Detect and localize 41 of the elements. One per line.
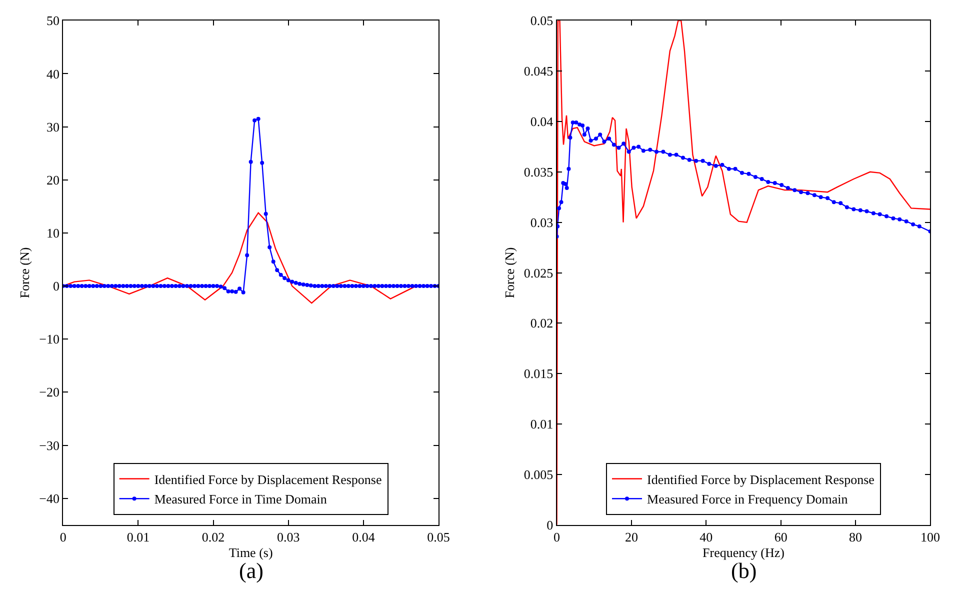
y-tick-label: −20 (39, 384, 60, 400)
x-tick-label: 0.01 (126, 529, 150, 544)
y-tick-label: 0.04 (530, 114, 554, 130)
y-tick-label: 0 (546, 517, 554, 532)
y-tick-label: 20 (46, 172, 60, 188)
x-tick-label: 0.05 (427, 529, 450, 544)
x-tick-label: 40 (700, 529, 713, 544)
x-tick-label: 0.02 (202, 529, 225, 544)
x-tick-label: 60 (774, 529, 788, 544)
y-tick-label: 0.03 (530, 214, 554, 230)
legend-label: Measured Force in Time Domain (154, 492, 328, 507)
y-tick-label: 10 (46, 226, 60, 241)
y-axis-title: Force (N) (502, 247, 517, 298)
text: (a) (239, 558, 264, 583)
y-tick-label: 0.005 (524, 467, 554, 482)
x-tick-label: 20 (624, 529, 638, 544)
legend-label: Identified Force by Displacement Response (647, 472, 875, 487)
y-tick-label: 0.035 (524, 164, 554, 180)
x-axis-title: Time (s) (228, 545, 273, 560)
y-tick-label: 30 (46, 119, 60, 134)
y-tick-label: 0.025 (524, 265, 554, 280)
y-tick-label: 50 (46, 13, 60, 28)
x-tick-label: 0.04 (352, 529, 376, 544)
legend-label: Measured Force in Frequency Domain (647, 492, 848, 507)
x-axis-title: Frequency (Hz) (702, 545, 784, 560)
x-tick-label: 80 (849, 529, 862, 544)
x-tick-label: 0.03 (276, 529, 300, 544)
x-tick-label: 100 (920, 529, 940, 544)
y-tick-label: 0.02 (530, 316, 554, 331)
y-tick-label: 0.05 (530, 13, 554, 28)
y-tick-label: 0.015 (524, 366, 554, 382)
y-axis-title: Force (N) (17, 247, 32, 298)
y-tick-label: 0.045 (524, 64, 554, 79)
y-tick-label: 0 (53, 278, 60, 294)
line-series (556, 20, 930, 525)
legend-label: Identified Force by Displacement Response (154, 472, 382, 487)
y-tick-label: −10 (39, 332, 60, 347)
y-tick-label: 0.01 (530, 416, 554, 432)
y-tick-label: 40 (46, 66, 60, 82)
y-tick-label: −30 (39, 438, 60, 453)
y-tick-label: −40 (39, 490, 60, 506)
